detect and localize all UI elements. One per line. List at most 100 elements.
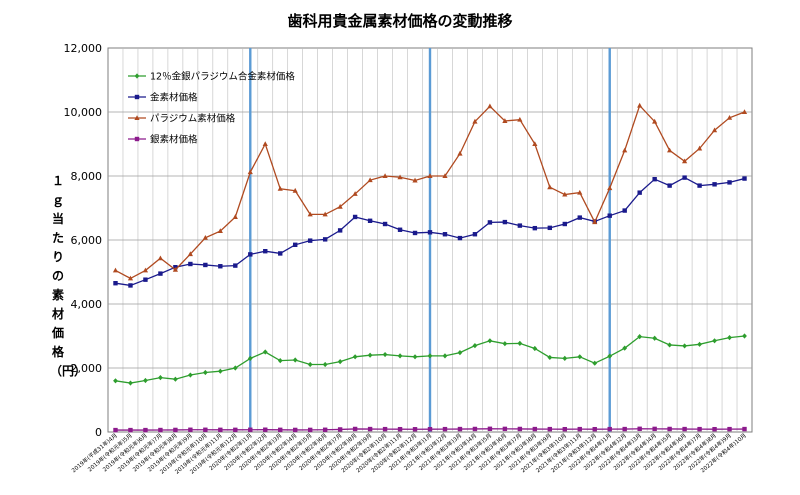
data-point [712,338,717,344]
data-point [142,267,149,273]
legend-swatch-marker [134,115,140,120]
data-point [188,261,193,267]
data-point [562,355,568,361]
data-point [637,190,642,195]
data-point [487,220,493,225]
y-tick-label: 4,000 [71,298,103,311]
legend-item: 銀素材価格 [128,134,198,146]
data-point [188,427,193,432]
data-point [547,225,553,231]
data-point [203,427,208,432]
data-point [726,114,733,120]
data-point [742,426,747,432]
data-point [622,208,627,213]
data-point [128,380,133,386]
data-point [652,335,658,341]
data-point [307,211,313,217]
data-point [397,174,403,180]
data-point [112,267,119,273]
data-point [697,183,702,188]
data-point [592,426,597,432]
legend-label: 銀素材価格 [150,134,198,146]
data-point [248,427,253,432]
y-tick-label: 6,000 [71,234,103,247]
data-point [637,426,642,431]
data-point [727,180,732,185]
data-point [607,353,613,359]
data-point [577,426,582,432]
data-point [367,352,373,358]
data-point [442,426,448,432]
data-point [472,426,478,432]
legend-item: 12％金銀パラジウム合金素材価格 [128,71,295,83]
data-point [696,145,703,151]
data-point [472,232,478,237]
data-point [427,230,433,235]
data-point [322,361,328,368]
legend-swatch-marker [134,73,140,79]
data-point [113,281,118,286]
data-point [472,343,478,349]
axes: 02,0004,0006,0008,00010,00012,0002019年(平… [64,42,748,476]
series [112,102,748,433]
data-point [592,360,598,366]
data-point [158,271,163,276]
data-point [577,354,583,360]
data-point [352,426,358,432]
data-point [682,426,687,432]
data-point [697,341,702,347]
data-point [727,335,732,341]
data-point [472,118,478,124]
data-point [247,355,253,361]
data-point [217,368,223,374]
data-point [248,252,253,257]
data-point [128,283,133,288]
data-point [427,353,433,359]
data-point [367,218,373,223]
data-point [682,343,688,349]
data-point [397,353,403,359]
legend-label: パラジウム素材価格 [150,113,236,125]
legend-swatch-marker [134,94,140,100]
data-point [187,251,193,257]
data-point [127,275,134,281]
data-point [652,426,657,432]
data-point [113,378,118,384]
data-point [173,427,178,433]
data-point [502,341,508,347]
data-point [202,369,208,376]
series-3 [113,426,747,433]
year-boundary-lines [249,48,611,432]
data-point [247,169,253,175]
data-point [442,232,448,237]
data-point [278,427,283,433]
data-point [562,191,568,197]
data-point [427,426,433,432]
data-point [263,249,268,254]
legend-item: パラジウム素材価格 [128,113,236,125]
data-point [502,219,508,225]
data-point [202,234,208,240]
data-point [412,230,418,236]
data-point [547,184,553,190]
data-point [397,227,403,232]
data-point [652,118,658,124]
data-point [637,102,643,108]
data-point [711,127,718,133]
data-point [427,173,433,178]
y-axis-label: １ｇ当たりの素材価格（円） [50,174,87,378]
data-point [352,191,358,196]
data-point [592,219,598,225]
data-point [397,426,403,432]
data-point [712,182,717,187]
data-point [292,187,298,193]
data-point [667,183,672,188]
data-point [158,375,163,381]
data-point [277,186,283,191]
data-point [517,426,523,432]
data-point [607,426,612,432]
data-point [502,118,508,123]
data-point [547,426,553,432]
data-point [262,141,268,146]
y-tick-label: 0 [95,426,102,439]
